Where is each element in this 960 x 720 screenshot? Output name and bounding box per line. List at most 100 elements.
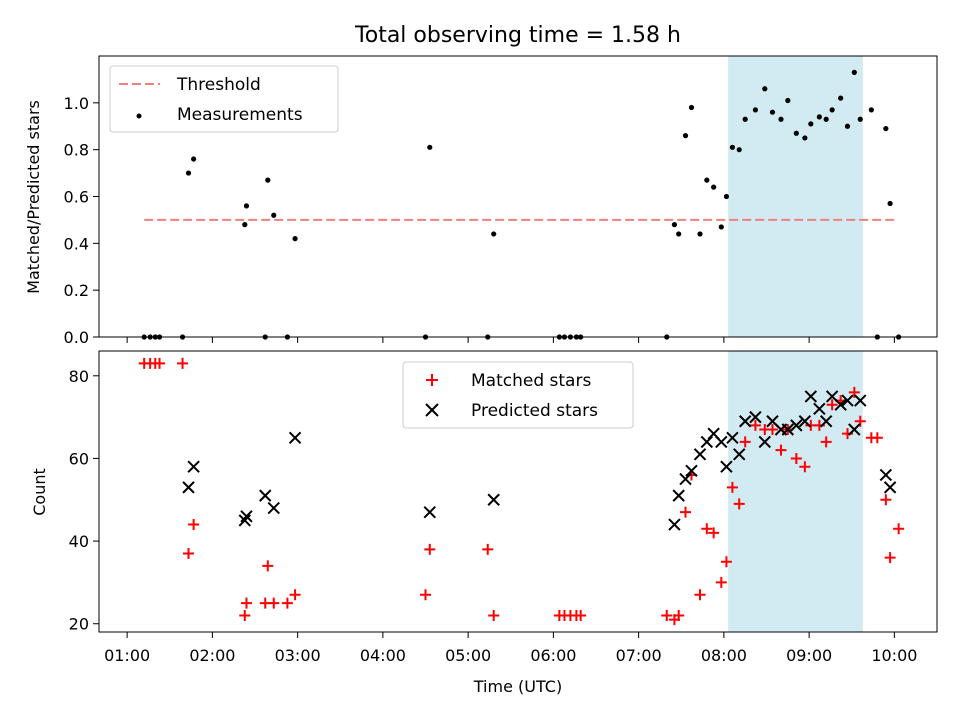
matched-star-point xyxy=(726,481,738,493)
measurement-point xyxy=(729,144,736,150)
top-y-tick-label: 0.4 xyxy=(64,234,89,253)
bottom-highlight-band xyxy=(728,351,863,632)
measurement-point xyxy=(697,231,703,237)
matched-star-point xyxy=(268,597,280,609)
measurement-point xyxy=(857,116,863,122)
measurement-point xyxy=(718,224,724,230)
matched-star-point xyxy=(694,589,706,601)
measurement-point xyxy=(802,135,808,141)
measurement-point xyxy=(243,203,250,209)
matched-star-point xyxy=(420,589,432,601)
predicted-star-point xyxy=(879,468,893,482)
matched-star-point xyxy=(482,543,494,555)
matched-star-point xyxy=(240,597,252,609)
predicted-star-point xyxy=(834,398,847,411)
top-y-tick-label: 0.6 xyxy=(64,188,89,207)
measurement-point xyxy=(816,114,822,120)
top-legend: Threshold Measurements xyxy=(109,65,339,133)
top-y-tick-label: 0.8 xyxy=(64,141,89,160)
predicted-star-point xyxy=(720,460,733,473)
top-y-tick-label: 0.2 xyxy=(64,281,89,300)
predicted-star-point xyxy=(240,510,253,523)
matched-star-point xyxy=(289,589,301,601)
bottom-y-tick-label: 60 xyxy=(69,449,89,468)
predicted-star-point xyxy=(693,448,707,461)
matched-star-point xyxy=(799,461,811,473)
measurement-point xyxy=(688,104,695,111)
predicted-star-point xyxy=(726,431,739,444)
matched-star-point xyxy=(715,576,727,588)
measurement-point xyxy=(823,116,829,122)
matched-star-point xyxy=(154,357,166,369)
matched-star-point xyxy=(775,444,787,456)
measurement-point xyxy=(785,97,791,104)
bottom-y-tick-label: 40 xyxy=(69,532,89,551)
matched-star-point xyxy=(733,498,745,510)
matched-star-point xyxy=(488,609,500,621)
matched-star-point xyxy=(826,399,838,411)
measurement-point xyxy=(883,125,889,132)
predicted-star-point xyxy=(749,410,762,424)
predicted-star-point xyxy=(798,415,812,428)
measurement-point xyxy=(671,222,678,228)
x-tick-label: 05:00 xyxy=(445,646,491,665)
measurement-point xyxy=(793,130,799,136)
measurement-point xyxy=(868,107,874,113)
predicted-star-point xyxy=(668,518,681,531)
predicted-star-point xyxy=(758,435,772,449)
predicted-star-point xyxy=(267,501,280,515)
matched-star-point xyxy=(661,609,673,621)
measurement-point xyxy=(851,69,857,75)
predicted-star-point xyxy=(848,423,861,436)
measurement-point xyxy=(723,193,730,200)
matched-star-point xyxy=(739,436,751,448)
measurement-point xyxy=(185,170,192,176)
x-tick-label: 09:00 xyxy=(786,646,832,665)
measurement-point xyxy=(676,231,682,237)
predicted-star-points xyxy=(182,390,897,531)
measurement-point xyxy=(242,222,248,228)
predicted-star-point xyxy=(679,472,692,486)
predicted-star-point xyxy=(813,402,826,416)
bottom-x-ticks: 01:00 02:00 03:00 04:00 05:00 06:00 07:00 08:00… xyxy=(104,632,917,665)
bottom-legend: Matched stars Predicted stars xyxy=(402,361,634,429)
x-axis-label: Time (UTC) xyxy=(473,677,562,696)
matched-star-point xyxy=(701,523,713,535)
matched-star-point xyxy=(766,424,778,436)
top-y-ticks: 0.0 0.2 0.4 0.6 0.8 1.0 xyxy=(64,94,99,347)
measurement-point xyxy=(682,133,689,139)
bottom-y-ticks: 20 40 60 80 xyxy=(69,367,99,634)
legend-predicted-swatch xyxy=(425,403,439,417)
top-highlight-band xyxy=(728,56,863,337)
measurement-point xyxy=(292,236,298,242)
matched-star-point xyxy=(708,527,720,539)
predicted-star-point xyxy=(672,489,685,502)
matched-star-point xyxy=(281,597,293,609)
x-tick-label: 03:00 xyxy=(275,646,321,665)
measurement-point xyxy=(838,95,844,101)
chart-title: Total observing time = 1.58 h xyxy=(354,23,681,48)
legend-measurements-label: Measurements xyxy=(177,105,303,125)
predicted-star-point xyxy=(238,514,251,527)
top-y-tick-label: 1.0 xyxy=(64,94,89,113)
measurement-point xyxy=(778,116,784,122)
predicted-star-point xyxy=(781,423,795,436)
top-legend-box xyxy=(109,65,339,133)
matched-star-point xyxy=(188,519,200,531)
matched-star-point xyxy=(239,609,251,621)
measurement-point xyxy=(704,177,710,183)
measurement-point xyxy=(844,123,851,129)
matched-star-point xyxy=(884,552,896,564)
bottom-legend-box xyxy=(402,361,634,429)
x-tick-label: 08:00 xyxy=(701,646,747,665)
predicted-star-point xyxy=(423,505,436,519)
measurement-point xyxy=(769,109,776,115)
measurement-point xyxy=(829,107,835,113)
predicted-star-point xyxy=(182,481,195,494)
x-tick-label: 04:00 xyxy=(360,646,406,665)
top-panel: 0.0 0.2 0.4 0.6 0.8 1.0 Matched/Predicted sta… xyxy=(24,55,938,347)
matched-star-point xyxy=(749,419,761,431)
top-y-axis-label: Matched/Predicted stars xyxy=(24,100,43,294)
measurement-point xyxy=(762,86,768,92)
